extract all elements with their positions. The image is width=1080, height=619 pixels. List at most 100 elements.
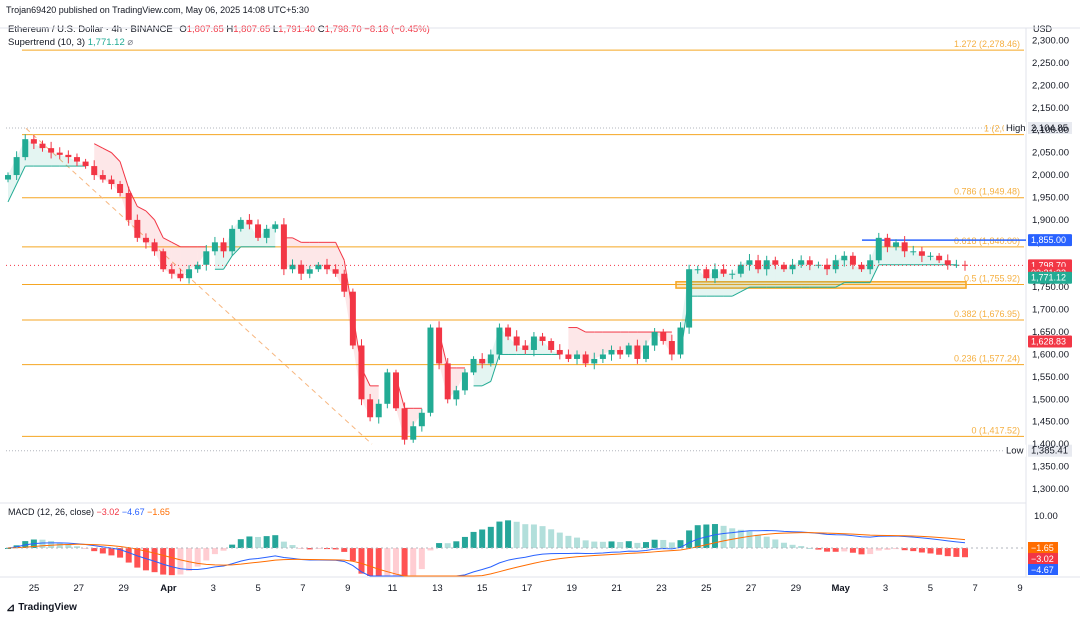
macd-histogram-bar (384, 548, 391, 576)
macd-histogram-bar (427, 548, 434, 551)
candle-body (168, 269, 175, 274)
candle-body (418, 412, 425, 427)
time-axis[interactable]: 25 27 29 Apr 3 5 7 9 11 13 15 17 19 21 23 25 27 29 May 3 5 7 9 (29, 583, 1023, 594)
supertrend-line (102, 147, 112, 154)
supertrend-line (292, 237, 302, 243)
supertrend-fill (516, 345, 526, 355)
supertrend-label[interactable]: Supertrend (10, 3) (8, 36, 86, 48)
candle-body (73, 157, 80, 162)
macd-histogram-bar (280, 541, 287, 548)
candle-body (332, 269, 339, 274)
macd-histogram-bar (763, 536, 770, 548)
macd-histogram-bar (410, 548, 417, 576)
candle-body (910, 251, 917, 253)
candle-body (263, 228, 270, 238)
supertrend-line (731, 291, 742, 297)
supertrend-fill (921, 255, 931, 265)
candle-body (617, 349, 624, 355)
macd-histogram-bar (142, 548, 149, 571)
fib-label-1.272: 1.272 (2,278.46) (954, 39, 1020, 49)
candle-body (22, 139, 29, 158)
candle-body (677, 327, 684, 355)
candle-body (772, 260, 779, 265)
macd-histogram-bar (255, 536, 262, 548)
candle-body (315, 264, 322, 270)
price-tag-bg (1028, 335, 1072, 348)
macd-tag-label: −1.65 (1031, 543, 1054, 553)
ohlc-close: 1,798.70 (324, 24, 362, 35)
supertrend-line (111, 152, 121, 162)
macd-histogram-bar (867, 548, 874, 555)
time-tick-label: 29 (791, 583, 802, 594)
candle-body (893, 242, 900, 247)
macd-histogram-bar (720, 525, 727, 548)
price-tick-label: 1,600.00 (1032, 349, 1069, 360)
macd-histogram-bar (367, 548, 374, 576)
price-tag-bg (1028, 271, 1072, 284)
price-tick-label: 1,450.00 (1032, 417, 1069, 428)
currency-label[interactable]: USD (1033, 24, 1053, 34)
supertrend-line (16, 165, 26, 185)
supertrend-line (145, 210, 155, 221)
supertrend-line (576, 327, 586, 333)
macd-histogram-bar (677, 540, 684, 548)
macd-histogram-bar (832, 548, 839, 552)
macd-histogram-bar (824, 548, 831, 552)
macd-histogram-bar (798, 546, 805, 548)
macd-histogram-bar (151, 548, 158, 573)
candle-body (237, 219, 244, 229)
candle-body (358, 345, 365, 400)
time-tick-label: 25 (29, 583, 40, 594)
time-tick-label: 23 (656, 583, 667, 594)
macd-histogram-bar (806, 547, 813, 549)
candle-body (574, 354, 581, 359)
macd-histogram-bar (125, 548, 132, 563)
macd-histogram-bar (901, 548, 908, 551)
macd-histogram-bar (539, 526, 546, 548)
symbol-name[interactable]: Ethereum / U.S. Dollar · 4h · BINANCE (8, 24, 173, 35)
supertrend-line (835, 282, 845, 288)
price-tick-label: 2,300.00 (1032, 35, 1069, 46)
visibility-icon[interactable]: ⌀ (127, 36, 134, 48)
macd-histogram-bar (332, 548, 339, 550)
candle-body (513, 336, 520, 346)
supertrend-fill (801, 260, 810, 288)
candle-body (867, 260, 874, 270)
candle-body (660, 332, 667, 342)
candle-body (177, 273, 184, 279)
macd-histogram-bar (651, 539, 658, 548)
time-tick-label: 5 (928, 583, 933, 594)
supertrend-line (7, 183, 18, 203)
candle-body (280, 224, 287, 270)
macd-histogram-bar (910, 548, 917, 552)
publisher-line: Trojan69420 published on TradingView.com… (6, 5, 309, 15)
tradingview-logo[interactable]: ⊿ TradingView (6, 602, 77, 614)
macd-label[interactable]: MACD (12, 26, close) (8, 507, 95, 517)
candle-body (884, 237, 891, 247)
macd-legend: MACD (12, 26, close) −3.02 −4.67 −1.65 (8, 507, 170, 517)
candle-body (962, 264, 968, 266)
candle-body (858, 264, 865, 270)
price-tick-label: 1,950.00 (1032, 192, 1069, 203)
macd-histogram-bar (755, 534, 762, 548)
candle-body (591, 358, 598, 364)
macd-histogram-bar (496, 521, 503, 548)
supertrend-fill (723, 273, 733, 297)
price-tick-label: 2,100.00 (1032, 125, 1069, 136)
price-tick-label: 1,550.00 (1032, 372, 1069, 383)
price-tag-label: 1,771.12 (1031, 273, 1066, 283)
candle-body (392, 372, 399, 409)
macd-histogram-bar (392, 548, 399, 576)
candle-body (832, 260, 839, 270)
price-tick-label: 1,750.00 (1032, 282, 1069, 293)
candle-body (39, 143, 46, 149)
candle-body (220, 242, 227, 252)
supertrend-fill (809, 264, 819, 288)
price-tick-label: 2,250.00 (1032, 58, 1069, 69)
macd-line-value: −1.65 (147, 507, 170, 517)
fibonacci-levels: 1.272 (2,278.46) 1 (2,090) 0.786 (1,949.48… (6, 39, 1072, 457)
fib-label-0.236: 0.236 (1,577.24) (954, 354, 1020, 364)
macd-histogram-bar (574, 537, 581, 548)
macd-histogram-bar (65, 544, 72, 548)
